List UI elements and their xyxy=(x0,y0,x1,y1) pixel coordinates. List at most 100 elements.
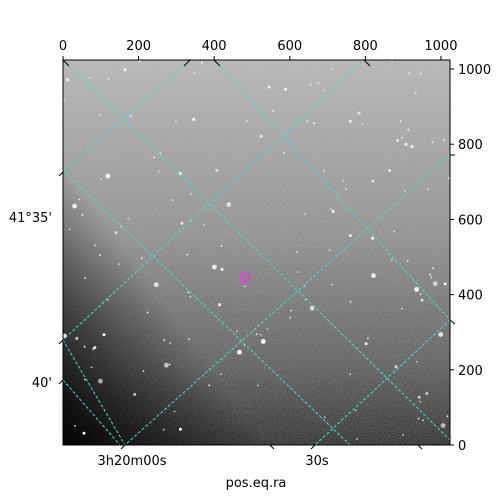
star xyxy=(99,254,101,256)
star xyxy=(141,257,143,260)
star xyxy=(78,198,81,201)
star xyxy=(107,78,110,80)
star xyxy=(89,77,91,79)
star xyxy=(63,98,65,101)
star xyxy=(127,217,130,220)
star xyxy=(72,203,77,209)
wcs-tick-marks xyxy=(58,59,456,450)
x-tick-label: 600 xyxy=(277,39,302,54)
star xyxy=(415,360,418,363)
star xyxy=(404,190,406,193)
star xyxy=(414,92,417,94)
star xyxy=(414,287,419,292)
y-pixel-ticks: 0 200 400 600 800 1000 xyxy=(450,63,491,454)
grid-line xyxy=(63,379,121,445)
star xyxy=(173,410,176,413)
star xyxy=(259,333,262,336)
star xyxy=(201,61,203,64)
star xyxy=(218,303,222,307)
star xyxy=(408,72,410,75)
star xyxy=(192,117,196,121)
x-tick-label: 200 xyxy=(126,39,151,54)
star xyxy=(429,273,431,276)
star xyxy=(402,433,404,436)
grid-line xyxy=(63,339,126,445)
star xyxy=(178,172,182,175)
star xyxy=(394,365,398,369)
x-tick-label: 400 xyxy=(202,39,227,54)
star xyxy=(432,267,435,270)
star xyxy=(348,119,352,123)
grid-line xyxy=(124,154,450,445)
star xyxy=(212,264,217,270)
star xyxy=(178,427,182,431)
grid-line xyxy=(63,60,365,341)
star xyxy=(425,392,429,395)
x-tick-label: 800 xyxy=(353,39,378,54)
star xyxy=(187,291,190,294)
star xyxy=(259,134,263,138)
star xyxy=(123,68,127,72)
star xyxy=(322,89,325,92)
star xyxy=(105,173,111,179)
dec-tick-label-2: 40' xyxy=(32,376,52,391)
star xyxy=(388,169,392,172)
star xyxy=(256,384,259,387)
star xyxy=(446,415,449,418)
ra-tick-label-2: 30s xyxy=(305,454,329,469)
star xyxy=(267,85,271,89)
star xyxy=(220,245,223,247)
grid-line xyxy=(63,60,450,441)
star xyxy=(431,141,434,144)
star xyxy=(361,123,364,126)
grid-line xyxy=(63,60,191,173)
star xyxy=(162,428,165,431)
star xyxy=(100,178,102,181)
star xyxy=(146,311,149,314)
grid-line xyxy=(213,60,450,321)
star xyxy=(317,82,320,84)
star xyxy=(422,419,424,422)
star xyxy=(75,336,79,340)
star xyxy=(98,378,103,384)
star xyxy=(180,221,184,225)
x-pixel-ticks: 0 200 400 600 800 1000 xyxy=(59,39,457,60)
star xyxy=(296,251,298,253)
star xyxy=(390,258,393,261)
star xyxy=(82,431,86,435)
star xyxy=(404,142,408,146)
star xyxy=(342,180,345,183)
star xyxy=(348,234,352,238)
star xyxy=(169,342,172,344)
star xyxy=(371,273,376,278)
y-tick-label: 200 xyxy=(458,364,483,379)
star xyxy=(328,249,331,252)
star xyxy=(159,152,162,155)
star xyxy=(309,83,312,86)
plot-frame xyxy=(62,59,451,446)
star xyxy=(193,72,196,74)
star xyxy=(83,378,86,381)
star xyxy=(66,78,69,82)
star xyxy=(367,337,369,340)
star xyxy=(237,349,242,355)
star xyxy=(260,339,266,344)
image-dark-corner xyxy=(63,60,450,445)
star xyxy=(443,282,447,286)
star xyxy=(306,120,309,123)
star xyxy=(417,417,420,420)
star xyxy=(175,120,177,123)
x-tick-label: 0 xyxy=(59,39,67,54)
star xyxy=(99,113,102,116)
star xyxy=(399,120,402,123)
star xyxy=(419,72,422,75)
star xyxy=(323,170,326,172)
star xyxy=(107,299,109,301)
star xyxy=(266,328,269,330)
star xyxy=(83,345,86,348)
star xyxy=(426,188,429,190)
star xyxy=(284,87,287,91)
grid-line xyxy=(63,169,351,445)
star xyxy=(236,330,239,333)
ra-tick-label-1: 3h20m00s xyxy=(97,454,166,469)
